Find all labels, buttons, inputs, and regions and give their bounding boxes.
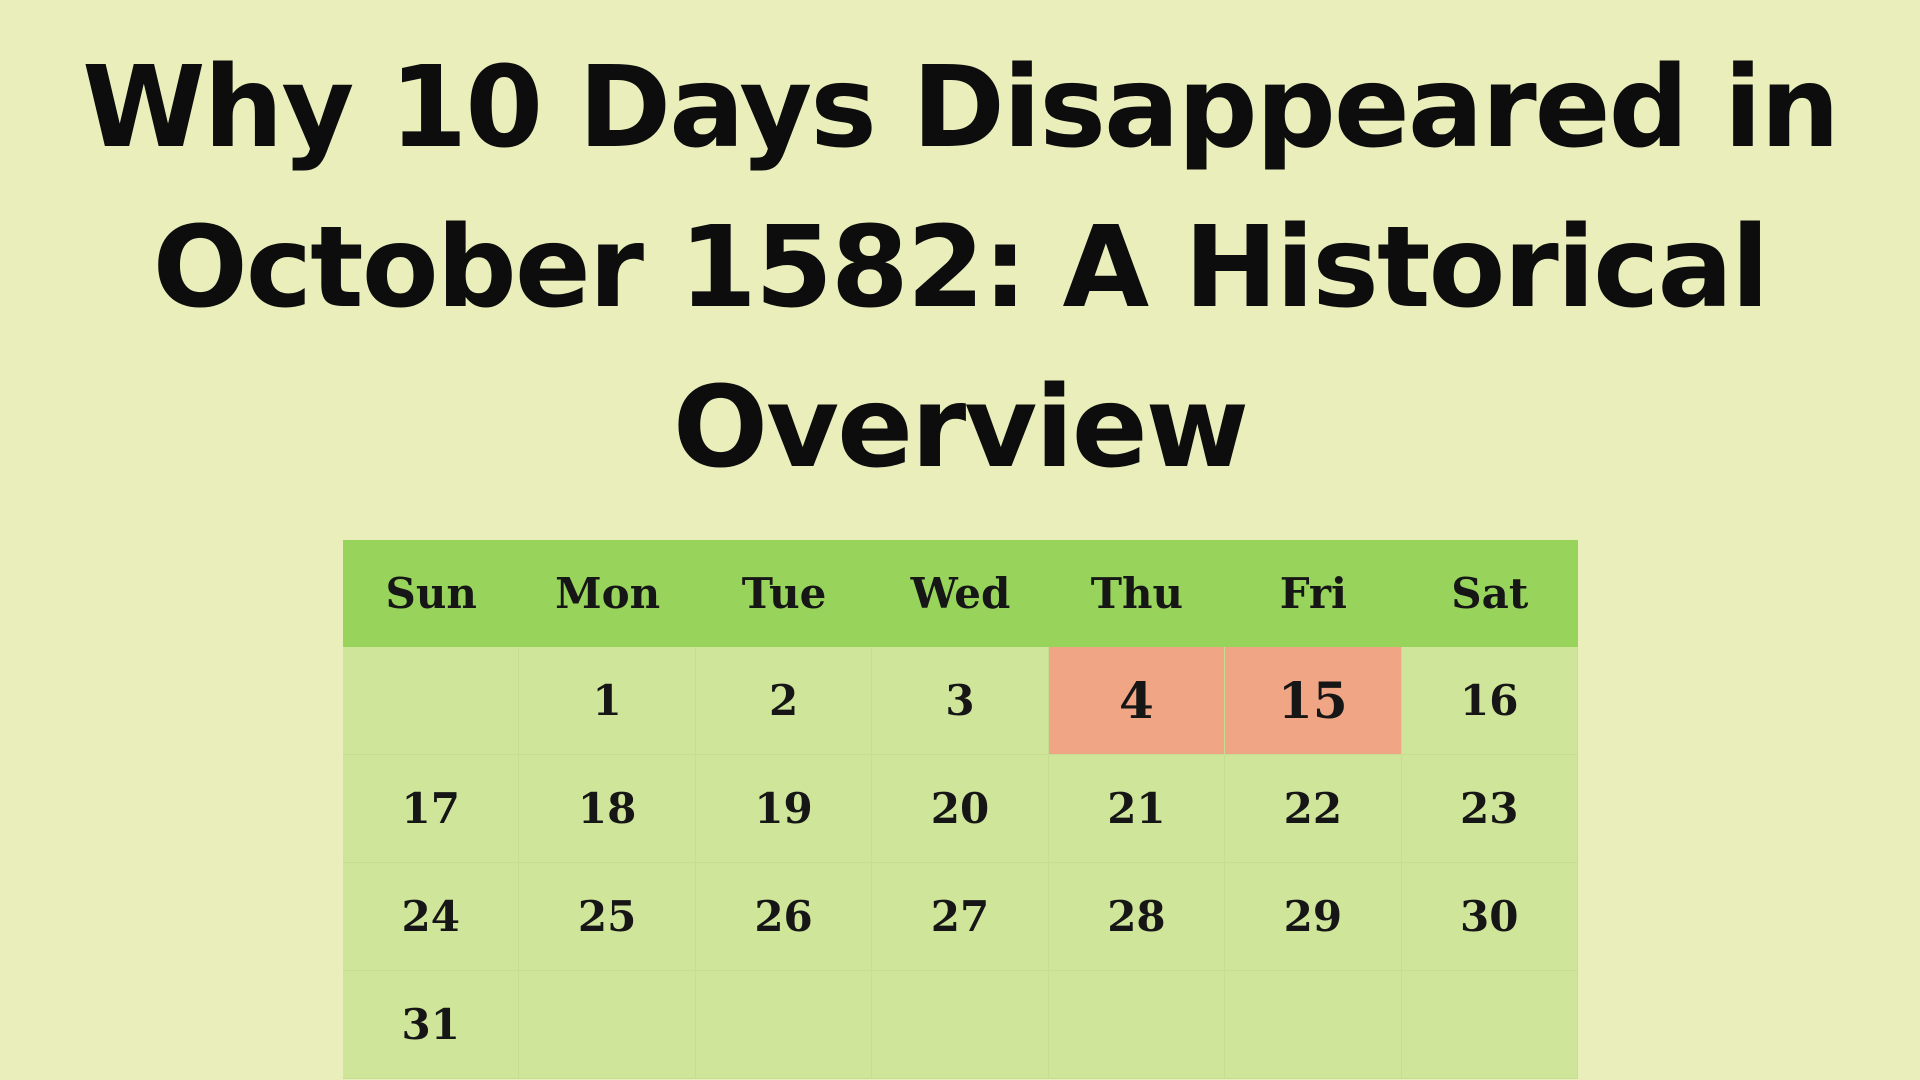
calendar-october-1582: Sun Mon Tue Wed Thu Fri Sat 1 2 3 4 15 16 17 18 19 20 21… [343, 540, 1578, 1079]
day-cell: 24 [343, 863, 520, 971]
day-cell: 22 [1225, 755, 1402, 863]
day-cell: 1 [519, 647, 696, 755]
empty-cell [343, 647, 520, 755]
day-cell: 28 [1048, 863, 1226, 971]
empty-cell [872, 971, 1049, 1079]
calendar-grid: 1 2 3 4 15 16 17 18 19 20 21 22 23 24 25 26 27 28 29 30 31 [343, 647, 1578, 1079]
day-cell: 19 [695, 755, 873, 863]
day-cell: 17 [343, 755, 520, 863]
weekday-header: Sun Mon Tue Wed Thu Fri Sat [343, 540, 1578, 647]
empty-cell [519, 971, 696, 1079]
day-cell: 16 [1401, 647, 1578, 755]
day-cell: 2 [695, 647, 873, 755]
day-cell: 27 [872, 863, 1049, 971]
title-line: Why 10 Days Disappeared in [82, 43, 1840, 173]
weekday-thu: Thu [1090, 569, 1184, 618]
weekday-tue: Tue [741, 569, 827, 618]
empty-cell [1048, 971, 1226, 1079]
day-cell: 21 [1048, 755, 1226, 863]
weekday-sat: Sat [1451, 569, 1529, 618]
weekday-mon: Mon [555, 569, 661, 618]
day-cell: 29 [1225, 863, 1402, 971]
empty-cell [695, 971, 873, 1079]
day-cell: 23 [1401, 755, 1578, 863]
page-title: Why 10 Days Disappeared in October 1582:… [0, 28, 1920, 508]
day-cell: 18 [519, 755, 696, 863]
weekday-wed: Wed [910, 569, 1011, 618]
title-line: October 1582: A Historical [152, 203, 1770, 333]
day-cell: 4 [1048, 647, 1226, 755]
title-line: Overview [672, 363, 1249, 493]
day-cell: 3 [872, 647, 1049, 755]
empty-cell [1225, 971, 1402, 1079]
day-cell: 15 [1225, 647, 1402, 755]
day-cell: 20 [872, 755, 1049, 863]
weekday-sun: Sun [385, 569, 477, 618]
empty-cell [1401, 971, 1578, 1079]
weekday-fri: Fri [1279, 569, 1347, 618]
day-cell: 26 [695, 863, 873, 971]
day-cell: 31 [343, 971, 520, 1079]
day-cell: 30 [1401, 863, 1578, 971]
day-cell: 25 [519, 863, 696, 971]
